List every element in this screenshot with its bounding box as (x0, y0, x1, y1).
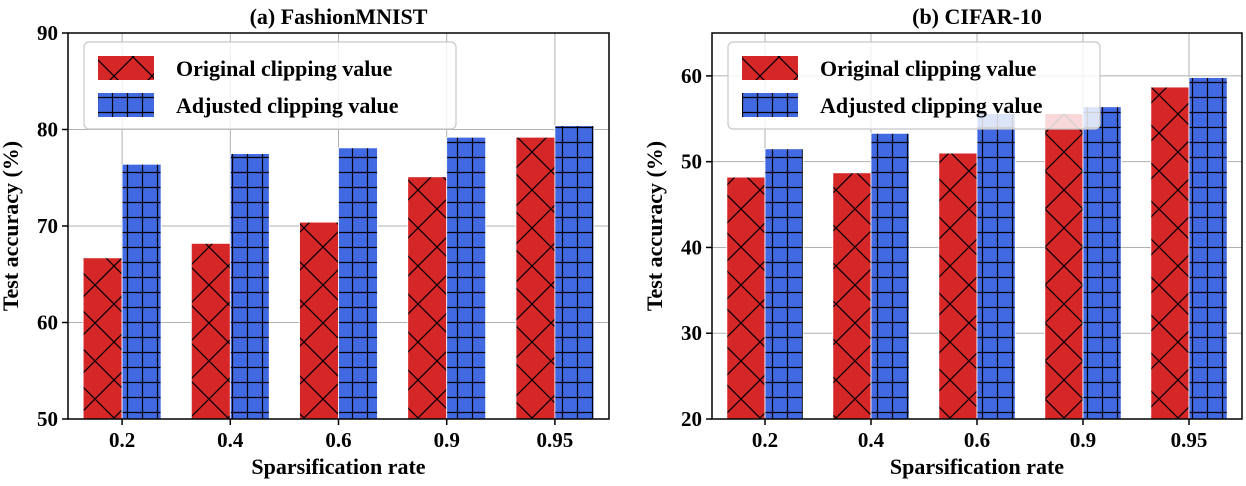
bar-hatch (870, 132, 910, 420)
legend-box (83, 41, 457, 130)
bar-hatch (82, 257, 123, 420)
y-tick-label: 20 (681, 407, 702, 431)
bar-hatch (554, 125, 595, 420)
y-axis-label: Test accuracy (%) (0, 141, 23, 311)
y-tick-label: 50 (37, 407, 58, 431)
bar-hatch (299, 221, 339, 420)
legend-label: Adjusted clipping value (176, 93, 399, 118)
bar-hatch (938, 152, 978, 420)
y-tick-label: 30 (681, 321, 702, 345)
y-tick-label: 60 (681, 64, 702, 88)
bar-hatch (121, 163, 162, 420)
bar-hatch (1082, 106, 1122, 420)
x-tick-label: 0.95 (1171, 428, 1208, 452)
bar-hatch (229, 153, 270, 420)
bar-hatch (1044, 113, 1084, 420)
x-tick-label: 0.4 (858, 428, 885, 452)
bar-hatch (726, 176, 766, 420)
bar-hatch (446, 136, 487, 420)
legend-label: Original clipping value (820, 56, 1037, 81)
chart-panel-cifar10: (b) CIFAR-10 20 30 40 50 60 0.2 0.4 0.6 0.9 0.95 Sp… (642, 4, 1243, 479)
x-tick-label: 0.9 (1070, 428, 1096, 452)
y-tick-label: 70 (37, 214, 58, 238)
x-tick-label: 0.9 (434, 428, 460, 452)
y-tick-label: 50 (681, 150, 702, 174)
x-tick-label: 0.6 (325, 428, 351, 452)
bar-hatch (1150, 86, 1190, 420)
chart-panel-fashionmnist: (a) FashionMNIST 50 60 70 80 90 0.2 0.4 0.6 0.9 0.… (0, 4, 610, 479)
legend-label: Original clipping value (176, 56, 393, 81)
legend-box (727, 41, 1101, 130)
bar-hatch (407, 176, 448, 420)
legend-swatch-hatch (742, 93, 798, 117)
y-tick-label: 80 (37, 118, 58, 142)
x-tick-label: 0.2 (109, 428, 135, 452)
legend-label: Adjusted clipping value (820, 93, 1043, 118)
bar-hatch (515, 136, 556, 420)
y-tick-label: 40 (681, 235, 702, 259)
x-tick-label: 0.95 (537, 428, 574, 452)
y-tick-label: 90 (37, 21, 58, 45)
bar-hatch (764, 148, 804, 420)
y-axis-label: Test accuracy (%) (642, 141, 667, 311)
bar-hatch (190, 242, 231, 420)
chart-title: (b) CIFAR-10 (912, 4, 1042, 29)
legend-swatch-hatch (98, 93, 154, 117)
x-axis-label: Sparsification rate (890, 454, 1064, 479)
y-tick-label: 60 (37, 311, 58, 335)
bar-hatch (1188, 77, 1228, 420)
legend-swatch-hatch (98, 56, 154, 80)
chart-title: (a) FashionMNIST (250, 4, 428, 29)
x-tick-label: 0.4 (217, 428, 244, 452)
bar-hatch (338, 147, 378, 420)
bar-hatch (976, 113, 1016, 420)
x-tick-label: 0.2 (752, 428, 778, 452)
x-tick-label: 0.6 (964, 428, 990, 452)
legend-swatch-hatch (742, 56, 798, 80)
x-axis-label: Sparsification rate (251, 454, 425, 479)
bar-hatch (832, 172, 872, 420)
